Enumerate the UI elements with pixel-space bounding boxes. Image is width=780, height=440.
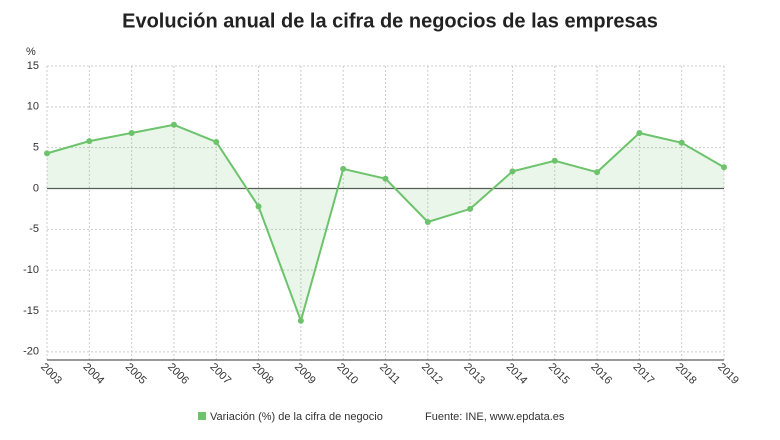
point [340, 165, 347, 172]
point [551, 157, 558, 164]
point [678, 139, 685, 146]
point [382, 175, 389, 182]
x-tick-label: 2018 [673, 361, 699, 387]
legend-marker [198, 412, 206, 420]
x-tick-label: 2019 [715, 361, 741, 387]
x-tick-label: 2011 [377, 361, 402, 386]
legend-label: Variación (%) de la cifra de negocio [210, 411, 383, 423]
y-tick-label: -10 [23, 264, 39, 276]
y-tick-label: -20 [23, 346, 39, 358]
y-tick-label: 5 [33, 142, 39, 154]
source: Fuente: INE, www.epdata.es [425, 411, 565, 423]
x-tick-label: 2010 [334, 361, 360, 387]
x-tick-label: 2004 [80, 361, 106, 387]
point [636, 129, 643, 136]
x-tick-label: 2013 [461, 361, 487, 387]
point [128, 129, 135, 136]
y-tick-label: 0 [33, 182, 39, 194]
point [594, 169, 601, 176]
y-tick-label: -5 [29, 223, 39, 235]
x-tick-label: 2007 [207, 361, 233, 387]
x-tick-label: 2008 [250, 361, 276, 387]
point [170, 121, 177, 128]
y-tick-label: 10 [27, 101, 39, 113]
x-tick-label: 2017 [631, 361, 657, 387]
y-tick-label: 15 [27, 60, 39, 72]
x-tick-label: 2012 [419, 361, 445, 387]
point [509, 168, 516, 175]
x-tick-label: 2009 [292, 361, 318, 387]
x-tick-label: 2016 [588, 361, 614, 387]
y-axis-label: % [26, 46, 36, 58]
point [86, 138, 93, 145]
x-tick-label: 2014 [504, 361, 530, 387]
area [47, 124, 724, 321]
x-tick-label: 2003 [38, 361, 64, 387]
point [424, 218, 431, 225]
x-tick-label: 2005 [123, 361, 149, 387]
point [213, 138, 220, 145]
x-tick-label: 2006 [165, 361, 191, 387]
chart-title: Evolución anual de la cifra de negocios … [122, 10, 658, 32]
point [721, 164, 727, 171]
x-tick-label: 2015 [546, 361, 572, 387]
point [297, 317, 304, 324]
y-tick-label: -15 [23, 305, 39, 317]
point [44, 150, 50, 157]
point [467, 205, 474, 212]
point [255, 203, 262, 210]
